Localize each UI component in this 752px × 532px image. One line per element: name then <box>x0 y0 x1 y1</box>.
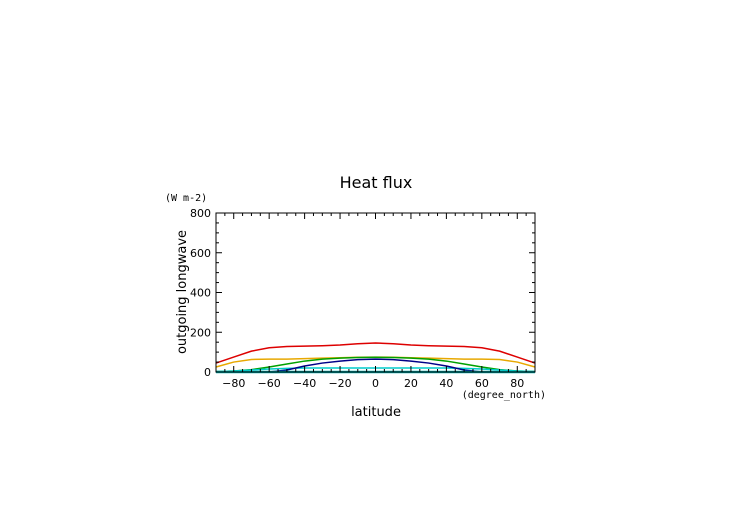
x-tick-label: 40 <box>439 377 453 390</box>
x-tick-label: −60 <box>258 377 281 390</box>
x-unit-label: (degree_north) <box>462 390 546 401</box>
x-tick-label: 20 <box>404 377 418 390</box>
y-unit-label: (W m-2) <box>165 193 207 204</box>
y-tick-label: 0 <box>204 366 211 379</box>
x-tick-label: 80 <box>510 377 524 390</box>
y-tick-label: 200 <box>190 326 211 339</box>
x-tick-label: 0 <box>372 377 379 390</box>
plot-frame <box>215 212 536 373</box>
chart-title: Heat flux <box>340 173 413 192</box>
x-tick-label: −20 <box>328 377 351 390</box>
x-tick-label: 60 <box>475 377 489 390</box>
y-tick-label: 400 <box>190 287 211 300</box>
series-line-1 <box>215 342 536 364</box>
x-axis-label: latitude <box>351 405 401 420</box>
x-tick-label: −80 <box>222 377 245 390</box>
y-tick-label: 800 <box>190 207 211 220</box>
y-tick-label: 600 <box>190 247 211 260</box>
x-tick-label: −40 <box>293 377 316 390</box>
y-axis-label: outgoing longwave <box>175 230 190 354</box>
